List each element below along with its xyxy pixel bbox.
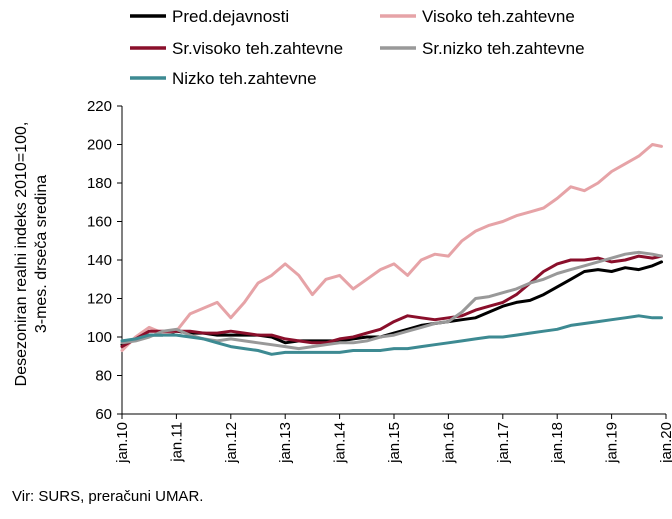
series-lines bbox=[120, 143, 663, 356]
legend: Pred.dejavnosti Visoko teh.zahtevne Sr.vis… bbox=[130, 7, 585, 88]
x-tick-label: jan.13 bbox=[277, 422, 294, 464]
y-tick-label: 80 bbox=[95, 368, 112, 385]
y-tick-label: 140 bbox=[87, 252, 112, 269]
x-tick-label: jan.12 bbox=[223, 422, 240, 464]
x-tick-label: jan.10 bbox=[114, 422, 131, 464]
x-tick-label: jan.11 bbox=[168, 422, 185, 463]
x-tick-label: jan.20 bbox=[658, 422, 672, 464]
legend-label-1: Visoko teh.zahtevne bbox=[422, 7, 575, 26]
y-tick-label: 60 bbox=[95, 406, 112, 423]
x-tick-label: jan.17 bbox=[495, 422, 512, 464]
y-tick-label: 100 bbox=[87, 329, 112, 346]
legend-label-0: Pred.dejavnosti bbox=[172, 7, 289, 26]
x-tick-label: jan.19 bbox=[604, 422, 621, 464]
x-tick-label: jan.16 bbox=[440, 422, 457, 464]
y-tick-label: 180 bbox=[87, 175, 112, 192]
axes: 60 80 100 120 140 160 180 200 220 jan.10 jan.11 jan… bbox=[87, 98, 672, 464]
x-tick-label: jan.18 bbox=[549, 422, 566, 464]
y-tick-label: 160 bbox=[87, 214, 112, 231]
legend-label-4: Nizko teh.zahtevne bbox=[172, 69, 317, 88]
y-tick-label: 220 bbox=[87, 98, 112, 115]
legend-label-2: Sr.visoko teh.zahtevne bbox=[172, 39, 343, 58]
y-axis-title-line1: Desezoniran realni indeks 2010=100, bbox=[13, 122, 30, 387]
y-axis-title-line2: 3-mes. drseča sredina bbox=[33, 175, 50, 333]
x-tick-label: jan.15 bbox=[386, 422, 403, 464]
x-tick-label: jan.14 bbox=[332, 422, 349, 464]
legend-label-3: Sr.nizko teh.zahtevne bbox=[422, 39, 585, 58]
series-line-1 bbox=[120, 143, 663, 352]
series-line-4 bbox=[120, 314, 663, 356]
source-note: Vir: SURS, preračuni UMAR. bbox=[12, 488, 204, 505]
series-line-2 bbox=[120, 254, 663, 349]
y-tick-label: 120 bbox=[87, 291, 112, 308]
y-tick-label: 200 bbox=[87, 137, 112, 154]
